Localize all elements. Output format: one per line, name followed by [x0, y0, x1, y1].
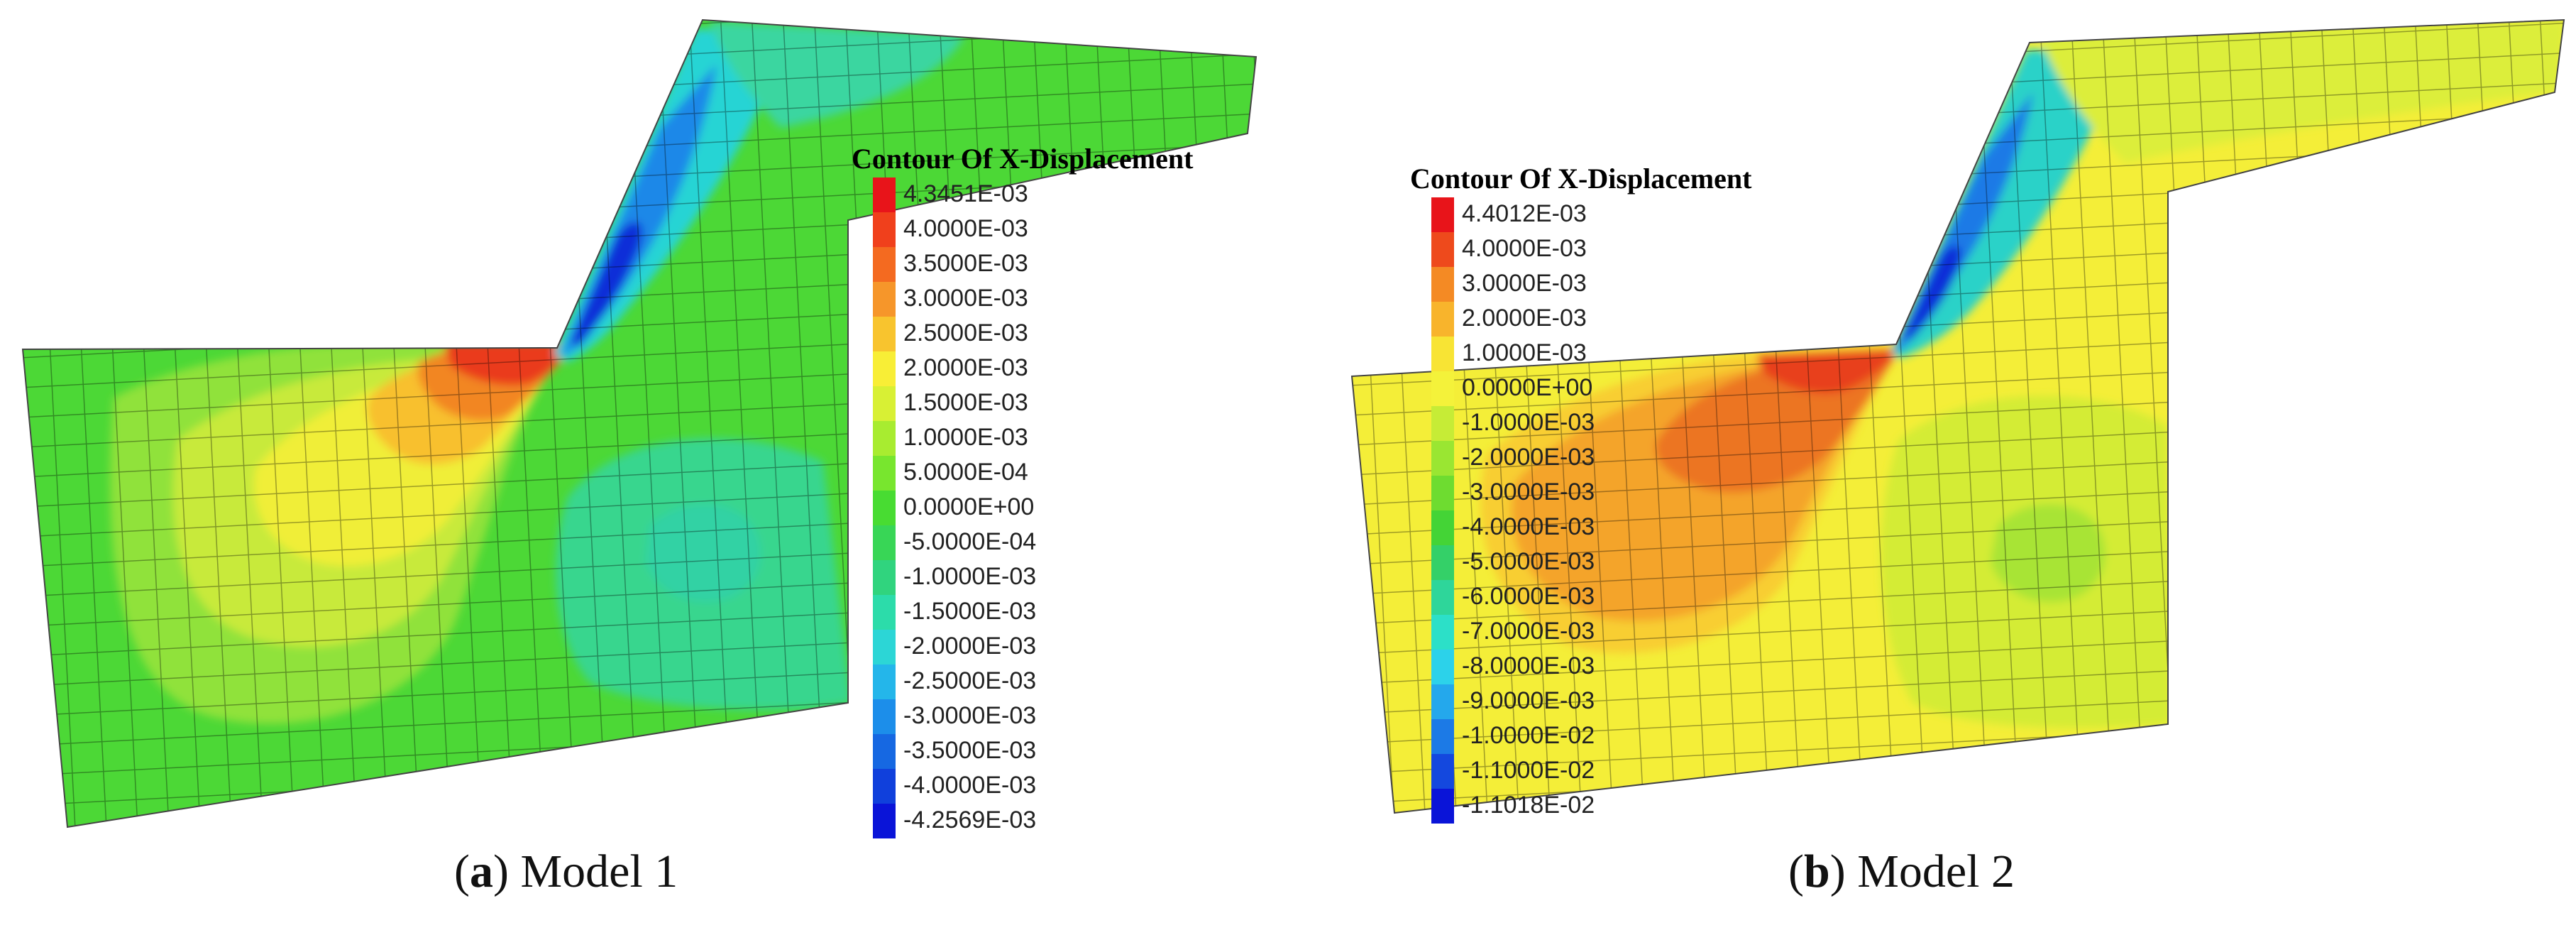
legend-swatch — [1431, 267, 1454, 302]
legend-swatch — [1431, 684, 1454, 719]
legend-swatch — [1431, 615, 1454, 650]
legend-value-label: -1.0000E-03 — [1462, 409, 1595, 436]
legend-value-label: -9.0000E-03 — [1462, 687, 1595, 714]
legend-swatch — [1431, 406, 1454, 441]
contour-field — [23, 20, 1256, 827]
legend-swatch — [1431, 754, 1454, 789]
legend-title: Contour Of X-Displacement — [1410, 163, 1752, 195]
legend-value-label: -1.1018E-02 — [1462, 792, 1595, 819]
legend-swatch — [873, 456, 896, 491]
legend-swatch — [873, 560, 896, 595]
legend-value-label: -2.5000E-03 — [903, 667, 1037, 694]
legend-value-label: 2.0000E-03 — [1462, 305, 1587, 332]
legend-value-label: -5.0000E-03 — [1462, 548, 1595, 575]
legend-value-label: -6.0000E-03 — [1462, 583, 1595, 610]
model-outline — [1350, 18, 2565, 814]
caption: (b) Model 2 — [1788, 846, 2015, 897]
legend-swatch — [873, 491, 896, 525]
legend-value-label: 4.0000E-03 — [903, 215, 1028, 242]
legend-value-label: -1.0000E-02 — [1462, 722, 1595, 749]
legend-value-label: 4.0000E-03 — [1462, 235, 1587, 262]
model-outline — [21, 18, 1257, 829]
legend-value-label: 0.0000E+00 — [903, 493, 1035, 520]
legend-value-label: -3.0000E-03 — [903, 702, 1037, 729]
legend-swatch — [1431, 789, 1454, 824]
legend-swatch — [873, 282, 896, 317]
legend-value-label: 4.3451E-03 — [903, 180, 1028, 207]
legend-value-label: -4.2569E-03 — [903, 806, 1037, 833]
legend-value-label: 3.0000E-03 — [1462, 270, 1587, 297]
figure-panel-a: Contour Of X-Displacement 4.3451E-03 4.00… — [21, 18, 1257, 897]
caption-text: Model 2 — [1857, 846, 2015, 897]
legend-swatch — [1431, 197, 1454, 232]
legend-swatch — [873, 804, 896, 838]
legend-value-label: 1.0000E-03 — [1462, 339, 1587, 366]
legend-swatch — [1431, 510, 1454, 545]
legend-swatch — [1431, 302, 1454, 337]
legend-swatch — [873, 595, 896, 630]
legend-swatch — [873, 525, 896, 560]
legend-swatch — [873, 769, 896, 804]
legend-swatch — [1431, 719, 1454, 754]
legend-swatch — [873, 212, 896, 247]
legend-swatch — [873, 247, 896, 282]
legend-value-label: -1.1000E-02 — [1462, 757, 1595, 784]
legend-swatch — [1431, 545, 1454, 580]
legend-swatch — [1431, 650, 1454, 684]
legend-value-label: 5.0000E-04 — [903, 459, 1028, 486]
legend-swatch — [1431, 580, 1454, 615]
figure-panel-b: Contour Of X-Displacement 4.4012E-03 4.00… — [1288, 0, 2576, 935]
legend-value-label: 1.0000E-03 — [903, 424, 1028, 451]
legend-swatch — [873, 317, 896, 351]
legend-value-label: 1.5000E-03 — [903, 389, 1028, 416]
legend-swatch — [1431, 441, 1454, 476]
caption: (a) Model 1 — [454, 846, 678, 897]
legend-value-label: -2.0000E-03 — [1462, 444, 1595, 471]
caption-text: Model 1 — [520, 846, 678, 897]
legend-swatch — [1431, 371, 1454, 406]
legend-swatch — [1431, 476, 1454, 510]
legend-swatch — [1431, 232, 1454, 267]
legend-value-label: -7.0000E-03 — [1462, 618, 1595, 645]
legend-value-label: 2.0000E-03 — [903, 354, 1028, 381]
legend-value-label: -5.0000E-04 — [903, 528, 1037, 555]
legend-title: Contour Of X-Displacement — [852, 143, 1194, 175]
legend-swatch — [873, 386, 896, 421]
legend-swatch — [873, 630, 896, 665]
legend-swatch — [1431, 337, 1454, 371]
legend-value-label: -4.0000E-03 — [903, 772, 1037, 799]
legend-value-label: -1.5000E-03 — [903, 598, 1037, 625]
legend-value-label: -4.0000E-03 — [1462, 513, 1595, 540]
legend-swatch — [873, 734, 896, 769]
legend-swatch — [873, 665, 896, 699]
legend-value-label: -1.0000E-03 — [903, 563, 1037, 590]
legend-value-label: 3.5000E-03 — [903, 250, 1028, 277]
legend-swatch — [873, 351, 896, 386]
contour-plot-model-1 — [21, 18, 1257, 829]
legend-swatch — [873, 177, 896, 212]
legend-value-label: 2.5000E-03 — [903, 319, 1028, 346]
legend-swatch — [873, 421, 896, 456]
legend-swatch — [873, 699, 896, 734]
legend-value-label: 4.4012E-03 — [1462, 200, 1587, 227]
caption-letter: b — [1803, 846, 1830, 897]
contour-plot-model-2 — [1350, 18, 2565, 814]
caption-letter: a — [469, 846, 493, 897]
legend-value-label: -8.0000E-03 — [1462, 652, 1595, 679]
legend-value-label: 3.0000E-03 — [903, 285, 1028, 312]
legend-value-label: -3.5000E-03 — [903, 737, 1037, 764]
mesh-grid — [23, 20, 1256, 827]
legend-value-label: -3.0000E-03 — [1462, 479, 1595, 505]
legend-value-label: -2.0000E-03 — [903, 633, 1037, 660]
legend-value-label: 0.0000E+00 — [1462, 374, 1593, 401]
